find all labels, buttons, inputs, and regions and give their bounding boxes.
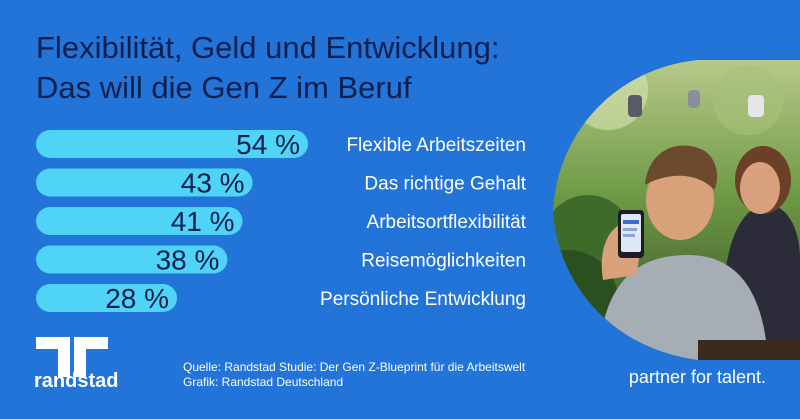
photo-young-people-with-smartphone <box>553 60 800 360</box>
page-title: Flexibilität, Geld und Entwicklung: Das … <box>36 28 596 108</box>
bar-value-label: 41 % <box>171 206 235 237</box>
bar <box>36 284 178 312</box>
tagline: partner for talent. <box>628 367 766 387</box>
category-label: Das richtige Gehalt <box>364 174 526 195</box>
bar <box>36 245 228 274</box>
category-label: Reisemöglichkeiten <box>361 251 526 272</box>
source-line-2: Grafik: Randstad Deutschland <box>183 375 344 389</box>
bar <box>36 168 253 197</box>
randstad-logo-icon <box>36 337 108 377</box>
brand-name: randstad <box>34 370 119 392</box>
bar <box>36 130 308 158</box>
category-label: Flexible Arbeitszeiten <box>346 135 526 156</box>
bar-chart: 54 % Flexible Arbeitszeiten 43 % Das richti… <box>36 129 527 314</box>
title-line-2: Das will die Gen Z im Beruf <box>36 70 412 105</box>
bar-value-label: 54 % <box>236 129 300 160</box>
category-label: Arbeitsortflexibilität <box>367 212 527 233</box>
bar-value-label: 28 % <box>105 283 169 314</box>
bar-value-label: 38 % <box>156 245 220 276</box>
bar-value-label: 43 % <box>181 168 245 199</box>
source-line-1: Quelle: Randstad Studie: Der Gen Z-Bluep… <box>183 360 526 374</box>
source-note: Quelle: Randstad Studie: Der Gen Z-Bluep… <box>183 360 525 390</box>
title-line-1: Flexibilität, Geld und Entwicklung: <box>36 30 500 65</box>
category-label: Persönliche Entwicklung <box>320 289 526 310</box>
bar <box>36 207 243 235</box>
